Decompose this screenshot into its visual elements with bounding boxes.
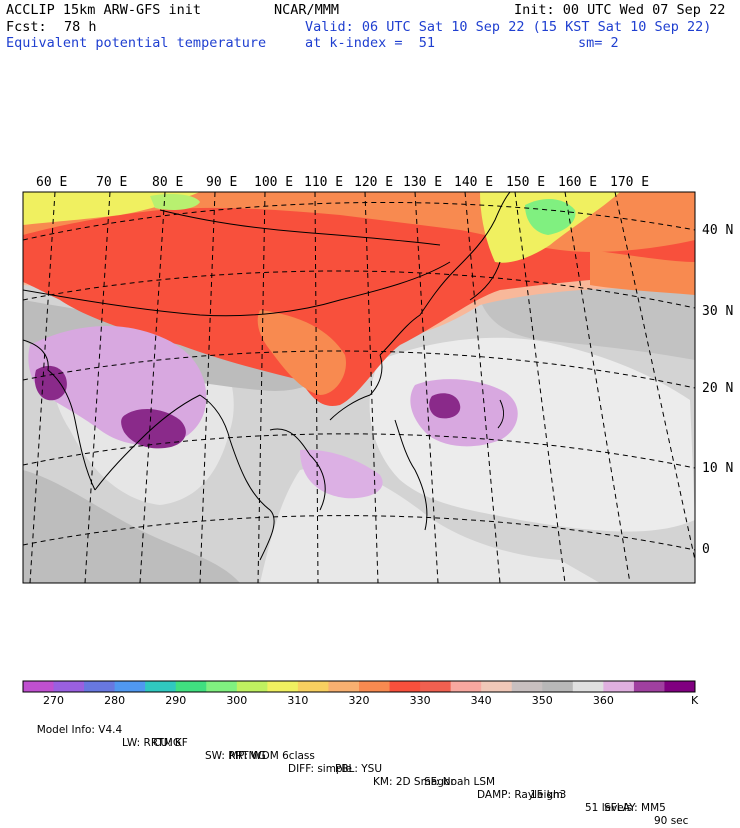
colorbar-swatch	[389, 681, 421, 692]
colorbar-swatch	[511, 681, 543, 692]
colorbar-swatch	[206, 681, 238, 692]
graticule	[23, 192, 695, 583]
lon-label-150: 150 E	[506, 175, 545, 190]
colorbar-swatch	[84, 681, 116, 692]
colorbar-label: 350	[532, 694, 553, 707]
field-gray-sw	[23, 470, 240, 583]
colorbar-label: 330	[410, 694, 431, 707]
colorbar-label: 360	[593, 694, 614, 707]
longitude-labels: 60 E 70 E 80 E 90 E 100 E 110 E 120 E 13…	[36, 175, 649, 190]
field-name: Equivalent potential temperature	[6, 35, 267, 51]
colorbar-label: 300	[226, 694, 247, 707]
colorbar: 270 280 290 300 310 320 330 340 350 360 K	[22, 680, 699, 707]
colorbar-label: 320	[349, 694, 370, 707]
forecast-label: Fcst:	[6, 19, 47, 35]
colorbar-label: 310	[287, 694, 308, 707]
colorbar-swatch	[542, 681, 574, 692]
latitude-labels: 40 N 30 N 20 N 10 N 0	[702, 223, 733, 557]
field-gray-east	[480, 288, 695, 360]
model-title: ACCLIP 15km ARW-GFS init	[6, 2, 202, 18]
lat-label-0: 0	[702, 542, 710, 557]
colorbar-swatch	[481, 681, 513, 692]
lat-label-40n: 40 N	[702, 223, 733, 238]
colorbar-swatch	[23, 681, 55, 692]
lon-label-60: 60 E	[36, 175, 67, 190]
colorbar-swatch	[572, 681, 604, 692]
footer-diff: DIFF: simple	[288, 763, 352, 775]
lon-label-120: 120 E	[354, 175, 393, 190]
colorbar-swatch	[53, 681, 85, 692]
field-dark-purple-india-c	[121, 408, 186, 449]
lon-label-90: 90 E	[206, 175, 237, 190]
colorbar-label: 340	[471, 694, 492, 707]
colorbar-swatch	[450, 681, 482, 692]
colorbar-swatch	[145, 681, 177, 692]
center-name: NCAR/MMM	[274, 2, 340, 18]
colorbar-unit: K	[691, 694, 699, 707]
colorbar-swatch	[267, 681, 299, 692]
init-time: Init: 00 UTC Wed 07 Sep 22	[514, 2, 726, 18]
field-dark-purple-pacific	[429, 393, 461, 419]
footer-model-info: Model Info: V4.4	[36, 724, 123, 736]
coastlines	[23, 192, 511, 561]
lon-label-170: 170 E	[610, 175, 649, 190]
colorbar-frame	[22, 680, 696, 693]
field-dark-purple-india-w	[34, 365, 67, 401]
colorbar-label: 290	[165, 694, 186, 707]
field-orange-east	[590, 250, 695, 295]
footer-line-2: LW: RRTMG SW: RRTMG DIFF: simple KM: 2D …	[30, 724, 666, 815]
footer-line-1: Model Info: V4.4 CU: KF MP: WDM 6class P…	[30, 711, 689, 828]
field-purple-scs	[300, 449, 383, 499]
map-canvas: 60 E 70 E 80 E 90 E 100 E 110 E 120 E 13…	[22, 175, 733, 707]
lon-label-130: 130 E	[403, 175, 442, 190]
footer-km: KM: 2D Smagor	[373, 776, 455, 788]
lon-label-80: 80 E	[152, 175, 183, 190]
colorbar-swatch	[236, 681, 268, 692]
colorbar-swatch	[633, 681, 665, 692]
footer-timestep: 90 sec	[654, 815, 689, 827]
colorbar-swatch	[664, 681, 696, 692]
colorbar-swatch	[420, 681, 452, 692]
valid-time: Valid: 06 UTC Sat 10 Sep 22 (15 KST Sat …	[305, 19, 712, 35]
lon-label-140: 140 E	[454, 175, 493, 190]
lon-label-70: 70 E	[96, 175, 127, 190]
lat-label-10n: 10 N	[702, 461, 733, 476]
theta-e-field	[23, 192, 695, 583]
forecast-hours: 78 h	[64, 19, 97, 35]
field-green-ne	[525, 198, 576, 235]
map-frame	[22, 191, 696, 584]
colorbar-swatch	[328, 681, 360, 692]
footer-damp: DAMP: Rayleigh3	[477, 789, 567, 801]
colorbar-swatch	[603, 681, 635, 692]
smoothing: sm= 2	[578, 35, 619, 51]
colorbar-label: 280	[104, 694, 125, 707]
footer-sflay: SFLAY: MM5	[604, 802, 666, 814]
lat-label-30n: 30 N	[702, 304, 733, 319]
field-green-nw	[150, 194, 200, 210]
level-index: at k-index = 51	[305, 35, 436, 51]
colorbar-swatch	[175, 681, 207, 692]
colorbar-swatch	[297, 681, 329, 692]
colorbar-swatch	[114, 681, 146, 692]
footer-sw: SW: RRTMG	[205, 750, 266, 762]
lon-label-100: 100 E	[254, 175, 293, 190]
lat-label-20n: 20 N	[702, 381, 733, 396]
field-peach	[23, 273, 695, 339]
lon-label-110: 110 E	[304, 175, 343, 190]
field-orange-china	[257, 310, 346, 395]
colorbar-label: 270	[43, 694, 64, 707]
footer-lw: LW: RRTMG	[122, 737, 181, 749]
colorbar-swatch	[359, 681, 391, 692]
lon-label-160: 160 E	[558, 175, 597, 190]
